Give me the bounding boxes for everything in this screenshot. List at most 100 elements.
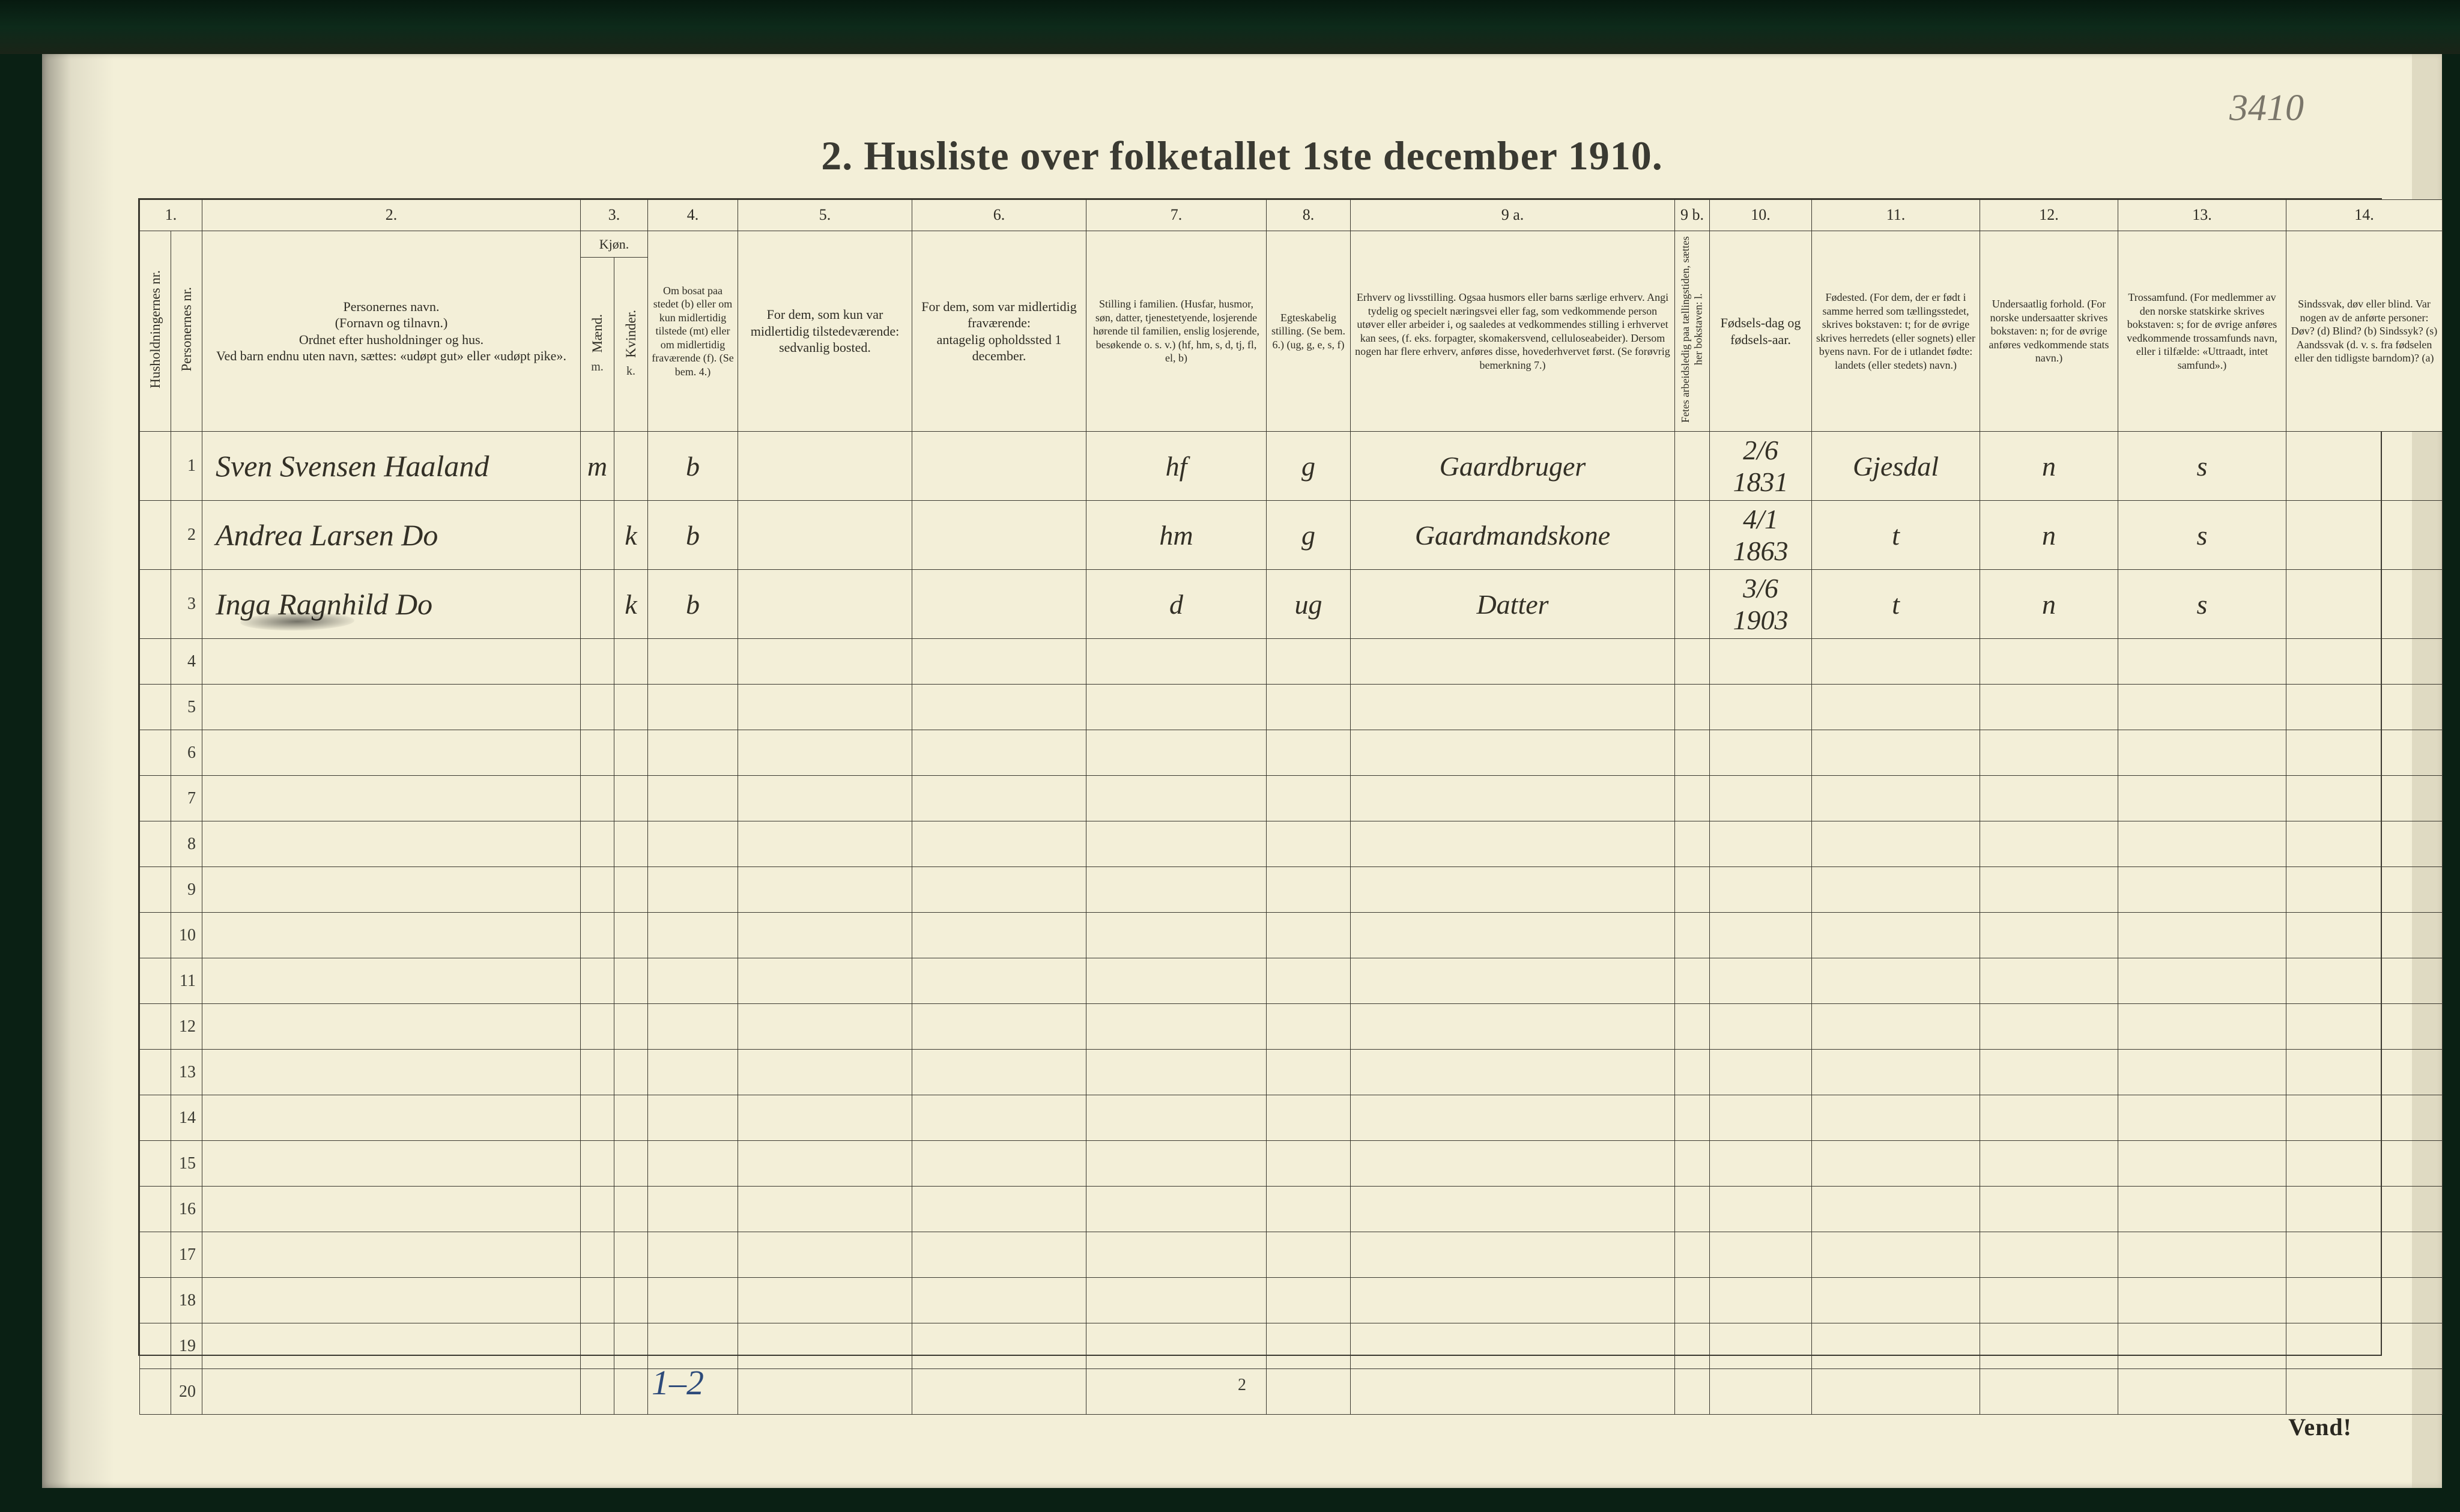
cell-c9: Gaardbruger <box>1351 432 1675 501</box>
cell-empty <box>912 1278 1086 1323</box>
cell-empty <box>1351 913 1675 958</box>
colnum-6: 6. <box>912 200 1086 231</box>
cell-empty <box>1351 821 1675 867</box>
cell-household-nr <box>140 1323 171 1369</box>
cell-empty <box>2118 958 2286 1004</box>
colnum-8: 8. <box>1267 200 1351 231</box>
cell-empty <box>2286 821 2443 867</box>
cell-b: b <box>648 501 738 570</box>
cell-empty <box>1710 958 1812 1004</box>
cell-empty <box>1086 776 1267 821</box>
cell-empty <box>202 1050 581 1095</box>
cell-empty <box>202 1095 581 1141</box>
cell-empty <box>1710 1095 1812 1141</box>
cell-empty <box>614 1278 648 1323</box>
cell-empty <box>648 958 738 1004</box>
cell-empty <box>1351 685 1675 730</box>
table-row: 5 <box>140 685 2443 730</box>
cell-household-nr <box>140 1095 171 1141</box>
table-row: 16 <box>140 1187 2443 1232</box>
cell-empty <box>648 1278 738 1323</box>
cell-empty <box>648 913 738 958</box>
cell-empty <box>912 867 1086 913</box>
cell-household-nr <box>140 776 171 821</box>
cell-empty <box>1351 1323 1675 1369</box>
cell-empty <box>614 1369 648 1415</box>
cell-empty <box>1675 639 1710 685</box>
cell-empty <box>912 1095 1086 1141</box>
cell-empty <box>1086 958 1267 1004</box>
cell-empty <box>1812 730 1980 776</box>
table-row: 6 <box>140 730 2443 776</box>
cell-b: b <box>648 570 738 639</box>
cell-empty <box>912 821 1086 867</box>
cell-c5 <box>738 432 912 501</box>
cell-empty <box>2118 1187 2286 1232</box>
table-row: 11 <box>140 958 2443 1004</box>
head-arbeidsledig: Fetes arbeidsledig paa tællingstiden, sæ… <box>1675 231 1710 432</box>
cell-empty <box>1710 1187 1812 1232</box>
cell-empty <box>2118 913 2286 958</box>
cell-empty <box>1980 776 2118 821</box>
cell-empty <box>581 685 614 730</box>
cell-empty <box>1675 867 1710 913</box>
cell-c12: n <box>1980 570 2118 639</box>
cell-name: Andrea Larsen Do <box>202 501 581 570</box>
cell-empty <box>1812 1095 1980 1141</box>
cell-household-nr <box>140 639 171 685</box>
table-row: 10 <box>140 913 2443 958</box>
colnum-9b: 9 b. <box>1675 200 1710 231</box>
cell-empty <box>1980 1187 2118 1232</box>
cell-empty <box>1267 639 1351 685</box>
cell-empty <box>1980 1278 2118 1323</box>
cell-person-nr: 9 <box>171 867 202 913</box>
cell-empty <box>1980 1141 2118 1187</box>
cell-empty <box>648 685 738 730</box>
cell-empty <box>1086 1050 1267 1095</box>
cell-empty <box>1267 1004 1351 1050</box>
cell-empty <box>581 1004 614 1050</box>
head-kjon: Kjøn. <box>581 231 648 258</box>
cell-empty <box>738 685 912 730</box>
column-header-row: Husholdningernes nr. Personernes nr. Per… <box>140 231 2443 258</box>
cell-household-nr <box>140 685 171 730</box>
colnum-1: 1. <box>140 200 202 231</box>
cell-empty <box>581 639 614 685</box>
cell-empty <box>614 685 648 730</box>
cell-empty <box>1267 776 1351 821</box>
cell-empty <box>2118 1232 2286 1278</box>
cell-empty <box>1812 776 1980 821</box>
cell-empty <box>1812 1232 1980 1278</box>
cell-empty <box>1980 958 2118 1004</box>
cell-empty <box>202 1141 581 1187</box>
cell-empty <box>1351 639 1675 685</box>
head-person-nr: Personernes nr. <box>171 231 202 432</box>
cell-c7: hm <box>1086 501 1267 570</box>
cell-household-nr <box>140 1369 171 1415</box>
colnum-10: 10. <box>1710 200 1812 231</box>
footer-page-number: 2 <box>1238 1376 1246 1395</box>
cell-empty <box>581 1232 614 1278</box>
cell-empty <box>912 1141 1086 1187</box>
cell-empty <box>1812 639 1980 685</box>
cell-person-nr: 4 <box>171 639 202 685</box>
cell-empty <box>614 867 648 913</box>
cell-empty <box>614 1323 648 1369</box>
cell-m <box>581 570 614 639</box>
cell-empty <box>614 776 648 821</box>
cell-c6 <box>912 501 1086 570</box>
cell-empty <box>1675 1232 1710 1278</box>
head-maend: Mænd.m. <box>581 258 614 432</box>
cell-m <box>581 501 614 570</box>
cell-empty <box>1267 1369 1351 1415</box>
cell-empty <box>2286 1050 2443 1095</box>
cell-empty <box>1710 1050 1812 1095</box>
cell-empty <box>2286 1187 2443 1232</box>
cell-empty <box>1812 1141 1980 1187</box>
cell-person-nr: 15 <box>171 1141 202 1187</box>
cell-empty <box>1675 1141 1710 1187</box>
cell-empty <box>2118 1323 2286 1369</box>
cell-c9: Datter <box>1351 570 1675 639</box>
cell-empty <box>1086 1004 1267 1050</box>
cell-name: Sven Svensen Haaland <box>202 432 581 501</box>
